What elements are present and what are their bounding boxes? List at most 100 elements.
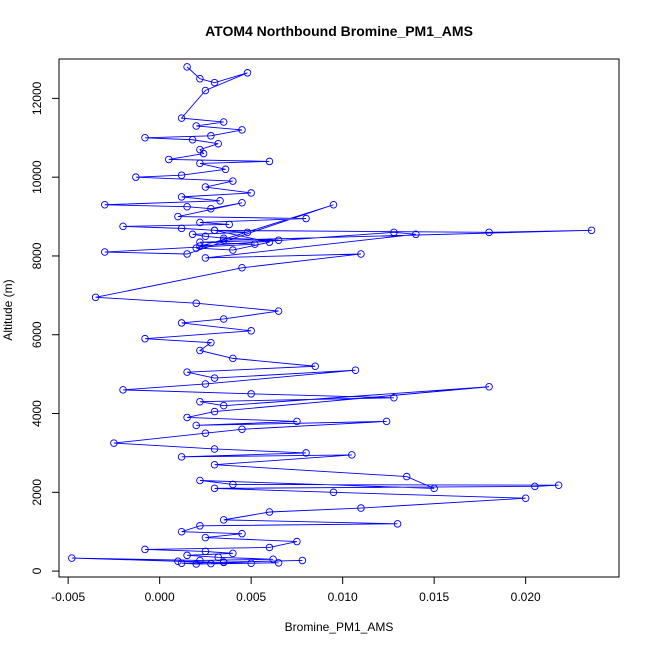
data-point [219, 236, 228, 244]
data-point [110, 439, 118, 447]
data-point [265, 238, 274, 246]
data-point [100, 200, 109, 209]
data-point [229, 177, 237, 185]
data-point [229, 549, 237, 558]
data-point [196, 522, 204, 530]
data-point [207, 132, 215, 140]
data-point [229, 480, 237, 489]
data-point [210, 445, 219, 453]
data-point [196, 218, 204, 227]
data-point [210, 78, 219, 87]
y-tick-label: 0 [30, 567, 44, 574]
data-point [247, 390, 255, 398]
y-tick-label: 10000 [30, 160, 44, 194]
data-point [201, 429, 210, 437]
data-point [177, 171, 186, 179]
data-point [302, 449, 310, 457]
x-tick-label: 0.015 [419, 590, 449, 604]
data-point [183, 250, 191, 258]
data-point [219, 558, 228, 566]
data-point [201, 380, 210, 388]
data-point [210, 460, 219, 469]
data-point [119, 386, 127, 394]
data-point [183, 368, 191, 376]
data-point [329, 488, 338, 497]
data-point [100, 248, 109, 256]
data-point [177, 453, 186, 461]
data-point [210, 407, 219, 416]
data-point [174, 557, 182, 565]
data-point [219, 401, 228, 410]
data-point [382, 417, 391, 426]
data-point [196, 346, 204, 355]
data-point [221, 165, 230, 174]
data-point [196, 242, 204, 250]
data-point [238, 126, 246, 134]
x-axis-label: Bromine_PM1_AMS [285, 620, 394, 634]
data-point [485, 228, 493, 237]
data-point [265, 508, 274, 516]
y-tick-label: 12000 [30, 81, 44, 115]
data-point [192, 122, 200, 130]
data-point [201, 86, 210, 95]
data-point [183, 413, 191, 422]
data-point [199, 149, 208, 158]
data-point [68, 554, 76, 562]
data-point [265, 543, 274, 552]
data-point [293, 417, 301, 426]
y-tick-label: 2000 [30, 479, 44, 506]
data-point [298, 556, 307, 565]
data-point [196, 238, 204, 246]
data-point [219, 315, 228, 323]
data-point [243, 69, 252, 77]
data-point [192, 244, 200, 252]
data-point [251, 240, 259, 248]
data-point [229, 246, 237, 254]
data-point [196, 397, 204, 406]
data-point [554, 481, 563, 489]
data-point [183, 63, 191, 71]
chart-title: ATOM4 Northbound Bromine_PM1_AMS [205, 23, 473, 39]
data-point [430, 484, 438, 493]
data-point [192, 421, 200, 430]
data-point [201, 547, 210, 556]
data-point [243, 228, 252, 237]
x-tick-label: 0.020 [511, 590, 541, 604]
data-point [293, 537, 301, 546]
data-point [141, 334, 149, 343]
data-point [192, 560, 200, 568]
y-tick-label: 6000 [30, 321, 44, 348]
data-point [177, 559, 186, 567]
data-point [201, 183, 210, 191]
data-point [238, 199, 246, 207]
y-tick-label: 4000 [30, 400, 44, 427]
data-point [274, 307, 283, 315]
data-point [238, 529, 246, 538]
data-point [238, 264, 246, 272]
y-tick-label: 8000 [30, 242, 44, 269]
y-axis-label: Altitude (m) [1, 279, 15, 340]
data-point [177, 224, 186, 233]
data-point [521, 494, 530, 502]
data-point [351, 366, 360, 374]
data-point [357, 250, 365, 258]
data-point [183, 551, 191, 560]
series-line [71, 66, 592, 565]
plot-frame [58, 58, 620, 578]
data-point [247, 327, 255, 335]
data-point [225, 220, 233, 229]
data-point [238, 425, 246, 434]
data-point [531, 482, 539, 491]
data-point [119, 222, 127, 231]
x-tick-label: -0.005 [51, 590, 85, 604]
data-point [302, 214, 310, 223]
data-point [269, 555, 277, 564]
data-point [247, 559, 255, 567]
data-point [188, 230, 197, 239]
data-point [141, 134, 149, 142]
data-point [219, 118, 228, 126]
data-point [91, 293, 100, 302]
data-point [390, 394, 398, 402]
